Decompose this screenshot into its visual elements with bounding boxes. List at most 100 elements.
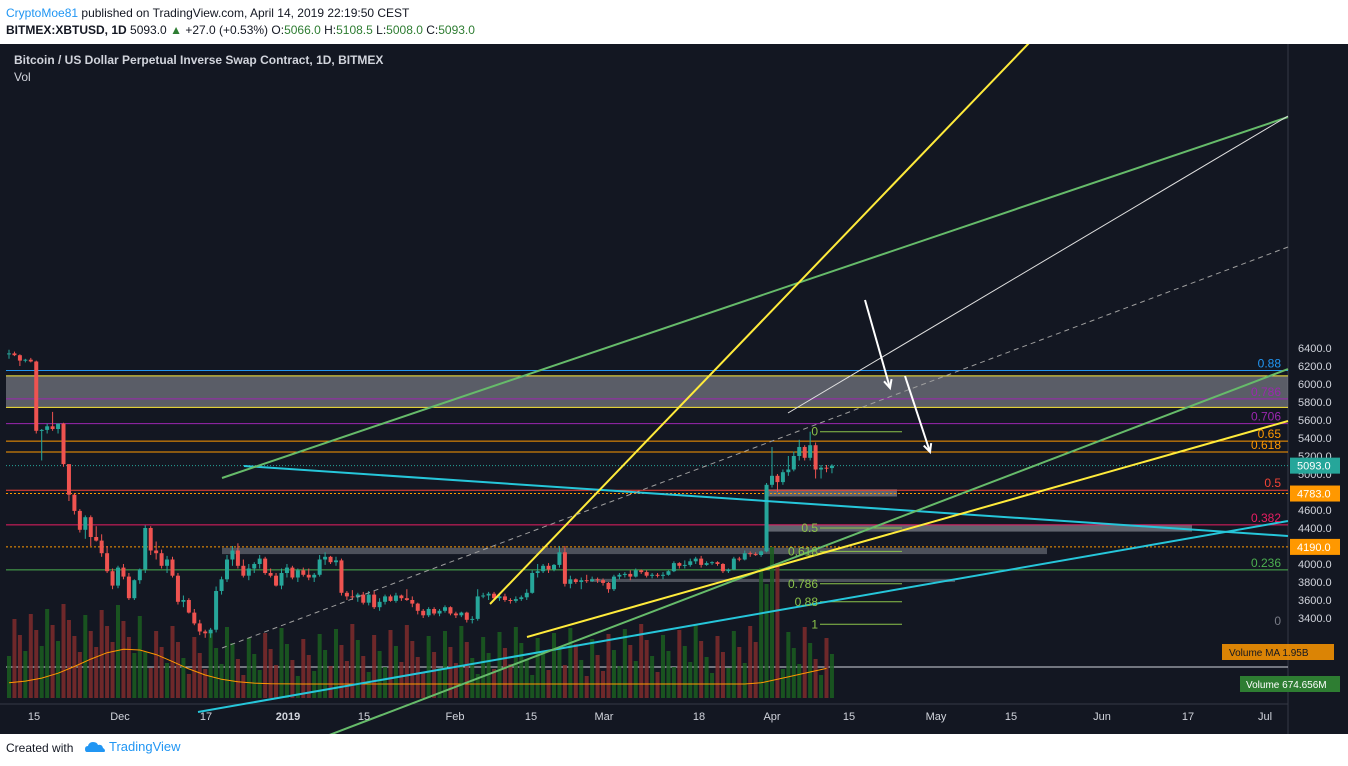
axes-layer: 6400.06200.06000.05800.05600.05400.05200… [28,343,1340,723]
candle-body [459,612,464,616]
volume-bar [77,652,82,698]
x-tick-label: 15 [525,711,537,723]
candle-body [404,598,409,600]
candle-body [197,623,202,632]
volume-bar [699,641,704,698]
tradingview-logo[interactable]: TradingView [84,739,181,754]
volume-bar [562,665,567,698]
volume-bar [655,672,660,698]
volume-bar [192,637,197,698]
volume-bar [45,609,50,698]
candle-body [110,571,115,586]
volume-bar [279,628,284,698]
volume-ma-label: Volume MA 1.95B [1229,648,1309,659]
volume-bar [453,663,458,698]
fib-label-0.786: 0.786 [1251,385,1281,399]
cloud-logo-icon [85,741,105,752]
volume-bar [181,658,186,698]
candle-body [748,553,753,555]
volume-bar [284,644,289,698]
volume-bar [829,654,834,698]
fib-label-0.65: 0.65 [1258,427,1282,441]
volume-ma-box [1222,644,1334,660]
candle-body [492,593,497,599]
volume-bar [780,669,785,698]
y-tick-label: 3600.0 [1298,595,1332,607]
candle-body [295,570,300,578]
x-tick-label: 17 [200,711,212,723]
candle-body [50,426,55,429]
x-tick-label: Jul [1258,711,1272,723]
candle-body [562,552,567,584]
close-value: 5093.0 [438,23,475,37]
volume-bar [650,656,655,698]
volume-indicator-label: Vol [14,70,31,84]
x-tick-label: Dec [110,711,130,723]
fib-label-0: 0 [1274,614,1281,628]
volume-bar [274,665,279,698]
candle-body [56,423,61,429]
projection-arrow-lower [904,375,931,453]
candle-body [126,576,131,599]
x-tick-label: 15 [843,711,855,723]
candle-body [791,456,796,470]
price-tag-label: 4783.0 [1297,489,1331,501]
candle-body [355,594,360,598]
price-chart[interactable]: 0.880.7860.7060.650.6180.50.3820.236000.… [0,44,1348,734]
volume-bar [137,616,142,698]
candle-body [77,510,82,530]
volume-bar [246,638,251,698]
volume-bar [39,646,44,698]
candle-body [246,568,251,576]
candle-body [568,579,573,584]
author-name[interactable]: CryptoMoe81 [6,6,79,20]
candle-body [268,573,273,576]
volume-bar [34,630,39,698]
candle-body [584,580,589,582]
dashed-median-line [221,246,1289,649]
candle-body [530,573,535,593]
white-channel-line [787,115,1289,414]
volume-bar [579,660,584,698]
candle-body [737,558,742,560]
candle-body [7,353,11,355]
green-upper-channel [221,116,1289,479]
candle-body [595,579,600,581]
volume-bar [443,631,447,698]
candle-body [143,528,148,570]
volume-bar [666,651,671,698]
candle-body [393,595,398,601]
volume-bar [328,666,333,698]
mid-fib-label-0.618: 0.618 [788,544,818,558]
candle-body [513,599,518,601]
candle-body [116,567,120,586]
candle-body [88,517,93,537]
volume-bar [301,639,306,698]
candle-body [230,550,235,560]
volume-bar [524,659,529,698]
candle-body [710,562,715,564]
x-tick-label: 15 [1005,711,1017,723]
candle-body [770,475,774,485]
candle-body [290,567,295,578]
candle-body [159,553,164,566]
y-tick-label: 4400.0 [1298,523,1332,535]
candle-body [786,469,791,473]
fib-label-0.382: 0.382 [1251,511,1281,525]
y-tick-label: 6000.0 [1298,379,1332,391]
volume-bar [720,652,725,698]
volume-bar [693,625,698,698]
volume-bar [399,662,404,698]
volume-bar [88,631,93,698]
volume-bar [622,629,627,698]
candle-body [83,517,88,530]
candle-body [546,565,551,570]
volume-bar [437,668,442,698]
y-tick-label: 3800.0 [1298,577,1332,589]
volume-bar [208,632,213,698]
volume-bar [50,625,55,698]
candle-body [677,563,682,566]
mid-fib-label-0.5: 0.5 [801,521,818,535]
volume-bar [530,675,535,698]
created-with-text: Created with [6,741,74,755]
